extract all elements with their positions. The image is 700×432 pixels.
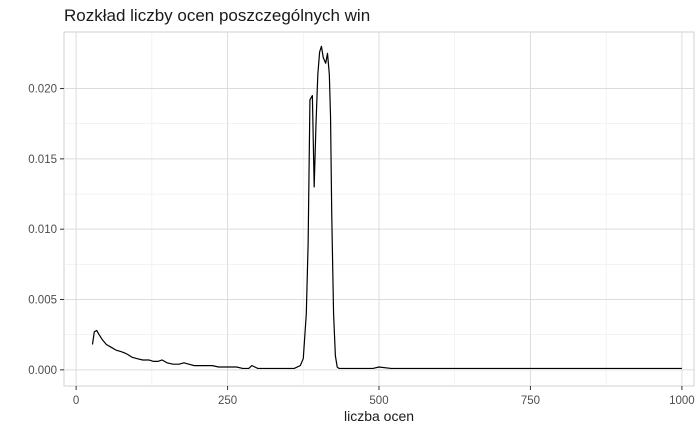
y-tick-label: 0.005 — [28, 295, 57, 307]
x-axis-title: liczba ocen — [344, 408, 414, 424]
y-tick-label: 0.020 — [28, 84, 57, 96]
x-tick-label: 750 — [521, 395, 540, 407]
y-tick-label: 0.015 — [28, 154, 57, 166]
chart-title: Rozkład liczby ocen poszczególnych win — [64, 6, 371, 25]
series-layer — [91, 45, 682, 370]
x-tick-label: 500 — [369, 395, 388, 407]
x-tick-label: 250 — [218, 395, 237, 407]
y-tick-label: 0.010 — [28, 224, 57, 236]
grid-lines — [64, 32, 694, 386]
y-tick-label: 0.000 — [28, 365, 57, 377]
series-line — [91, 45, 682, 370]
x-tick-label: 0 — [73, 395, 79, 407]
x-tick-label: 1000 — [669, 395, 695, 407]
axis-ticks: 0 250 500 750 1000 0.000 0.005 0.010 0.015 0.020 — [28, 84, 694, 407]
